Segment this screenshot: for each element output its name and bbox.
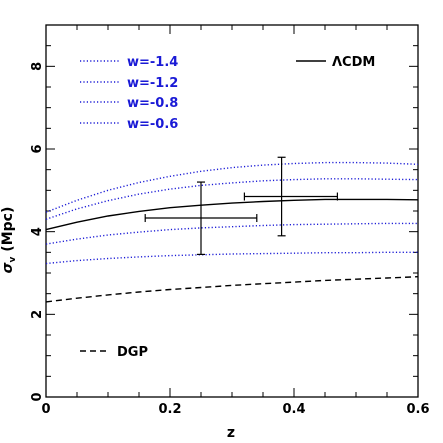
legend-label-lcdm: ΛCDM [332, 55, 375, 70]
y-axis-label: σv (Mpc) [0, 207, 18, 274]
x-tick-label: 0.6 [406, 402, 429, 417]
plot-frame [45, 24, 419, 398]
x-tick-label: 0.4 [282, 402, 305, 417]
series-lines [45, 161, 419, 303]
data-points [144, 156, 338, 255]
series-line [45, 222, 418, 245]
legend: w=-1.4 w=-1.2 w=-0.8 w=-0.6 ΛCDM DGP [80, 55, 375, 360]
legend-label-w: w=-1.4 [127, 55, 178, 70]
legend-label-w: w=-1.2 [127, 76, 178, 91]
y-tick-label: 4 [30, 227, 45, 236]
series-line [45, 161, 419, 213]
x-tick-label: 0.2 [158, 402, 181, 417]
error-bar-point [144, 181, 258, 255]
series-line [45, 198, 419, 231]
y-tick-label: 6 [30, 144, 45, 153]
legend-label-dgp: DGP [117, 345, 148, 360]
x-axis-label: z [227, 425, 235, 441]
legend-label-w: w=-0.8 [127, 96, 178, 111]
y-tick-label: 0 [30, 392, 45, 401]
x-tick-label: 0 [41, 402, 50, 417]
series-line [45, 178, 419, 220]
legend-label-w: w=-0.6 [127, 117, 178, 132]
error-bar-point [243, 156, 338, 237]
series-line [45, 276, 419, 303]
axis-ticks: 0 0.2 0.4 0.6 0 2 4 6 8 [30, 24, 430, 417]
series-line [45, 251, 418, 265]
y-tick-label: 8 [30, 62, 45, 71]
y-tick-label: 2 [30, 310, 45, 319]
